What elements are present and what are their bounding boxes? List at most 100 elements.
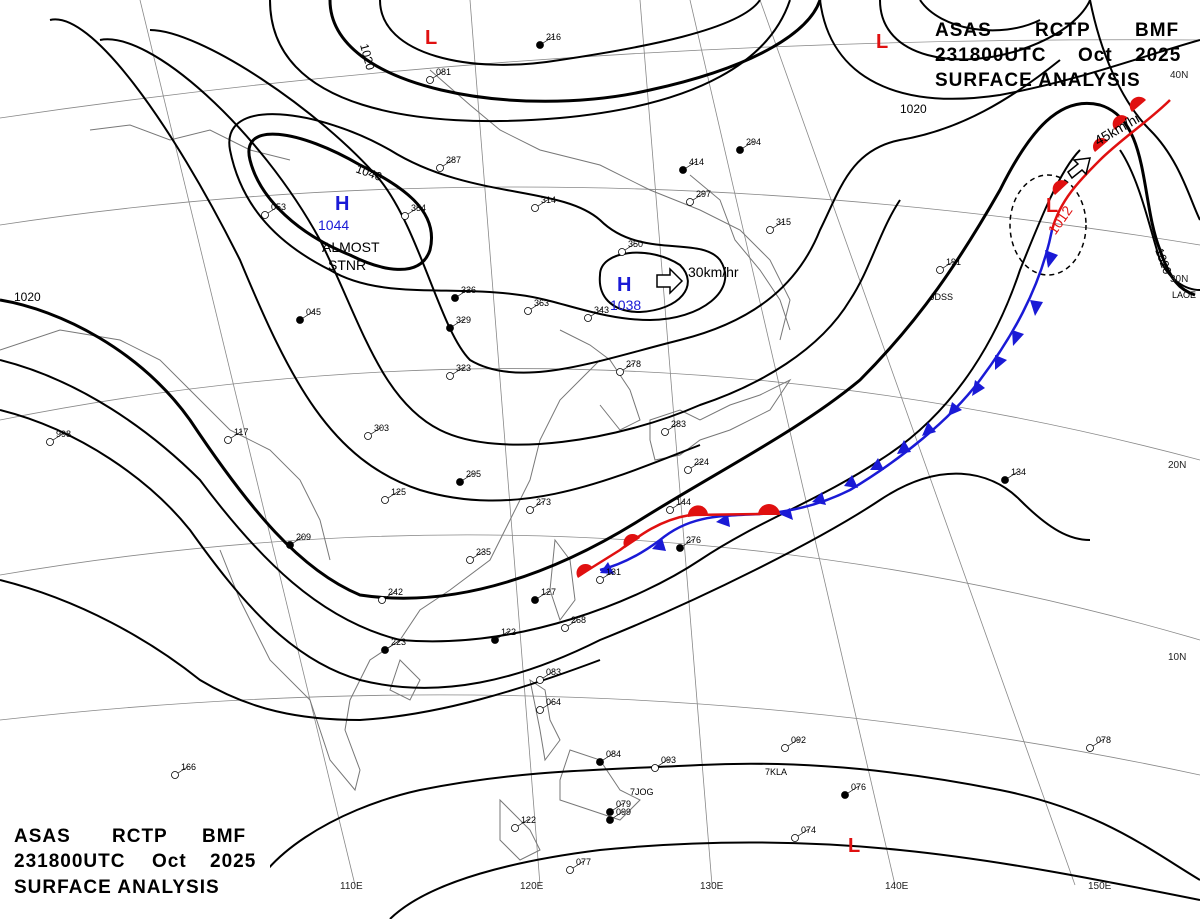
wind-barb (742, 140, 755, 149)
station-pressure: 081 (436, 67, 451, 77)
station-pressure: 191 (946, 257, 961, 267)
station-pressure: 127 (541, 587, 556, 597)
wind-barb (177, 765, 190, 774)
station-pressure: 223 (391, 637, 406, 647)
station-marker (1086, 744, 1094, 752)
station-pressure: 083 (546, 667, 561, 677)
station-pressure: 122 (501, 627, 516, 637)
station-marker (736, 146, 744, 154)
station-pressure: 092 (791, 735, 806, 745)
wind-barb (267, 205, 280, 214)
station-marker (936, 266, 944, 274)
wind-barb (612, 810, 625, 819)
wind-barb (52, 432, 65, 441)
wind-barb (622, 362, 635, 371)
station-pressure: 998 (56, 429, 71, 439)
wind-barb (672, 500, 685, 509)
low-contour-dashed (1009, 174, 1087, 276)
station-pressure: 093 (661, 755, 676, 765)
wind-barb (370, 426, 383, 435)
motion-arrows (656, 157, 1091, 295)
wind-barb (532, 500, 545, 509)
station-pressure: 414 (689, 157, 704, 167)
station-pressure: 076 (851, 782, 866, 792)
wind-barb (542, 670, 555, 679)
wind-barb (787, 738, 800, 747)
wind-barb (497, 630, 510, 639)
station-pressure: 235 (476, 547, 491, 557)
station-marker (684, 466, 692, 474)
station-marker (224, 436, 232, 444)
wind-barb (692, 192, 705, 201)
wind-barb (537, 590, 550, 599)
station-marker (781, 744, 789, 752)
station-marker (584, 314, 592, 322)
wind-barb (442, 158, 455, 167)
station-pressure: 125 (391, 487, 406, 497)
station-marker (566, 866, 574, 874)
wind-barb (292, 535, 305, 544)
station-pressure: 283 (671, 419, 686, 429)
wind-barb (537, 198, 550, 207)
station-marker (436, 164, 444, 172)
station-marker (651, 764, 659, 772)
station-marker (446, 324, 454, 332)
wind-barb (407, 206, 420, 215)
station-pressure: 099 (616, 807, 631, 817)
wind-barb (685, 160, 698, 169)
station-marker (446, 372, 454, 380)
wind-barb (572, 860, 585, 869)
station-pressure: 294 (746, 137, 761, 147)
station-pressure: 326 (461, 285, 476, 295)
station-marker (661, 428, 669, 436)
station-marker (841, 791, 849, 799)
station-pressure: 079 (616, 799, 631, 809)
wind-barb (657, 758, 670, 767)
station-marker (466, 556, 474, 564)
station-marker (491, 636, 499, 644)
wind-barb (612, 802, 625, 811)
station-plots: 216 350 343 329 323 303 295 273 235 209 131 144 122 0… (46, 32, 1111, 874)
station-pressure: 315 (776, 217, 791, 227)
wind-barb (462, 472, 475, 481)
station-pressure: 297 (696, 189, 711, 199)
wind-barb (682, 538, 695, 547)
station-marker (676, 544, 684, 552)
wind-barb (772, 220, 785, 229)
wind-barb (797, 828, 810, 837)
station-pressure: 074 (801, 825, 816, 835)
station-pressure: 350 (628, 239, 643, 249)
station-pressure: 077 (576, 857, 591, 867)
station-marker (596, 576, 604, 584)
station-pressure: 303 (374, 423, 389, 433)
station-pressure: 242 (388, 587, 403, 597)
wind-barb (452, 318, 465, 327)
wind-barb (942, 260, 955, 269)
wind-barb (472, 550, 485, 559)
station-pressure: 295 (466, 469, 481, 479)
wind-barb (667, 422, 680, 431)
station-marker (381, 496, 389, 504)
wind-barb (432, 70, 445, 79)
station-pressure: 224 (694, 457, 709, 467)
station-marker (524, 307, 532, 315)
station-pressure: 144 (676, 497, 691, 507)
station-marker (536, 41, 544, 49)
station-pressure: 314 (541, 195, 556, 205)
station-marker (378, 596, 386, 604)
wind-barb (590, 308, 603, 317)
station-marker (401, 212, 409, 220)
station-marker (766, 226, 774, 234)
cold-front (599, 229, 1058, 574)
station-pressure: 354 (411, 203, 426, 213)
station-marker (511, 824, 519, 832)
station-pressure: 053 (271, 202, 286, 212)
station-marker (536, 706, 544, 714)
wind-barb (602, 752, 615, 761)
wind-barb (602, 570, 615, 579)
station-marker (791, 834, 799, 842)
station-pressure: 122 (521, 815, 536, 825)
station-marker (679, 166, 687, 174)
station-marker (606, 816, 614, 824)
station-marker (456, 478, 464, 486)
